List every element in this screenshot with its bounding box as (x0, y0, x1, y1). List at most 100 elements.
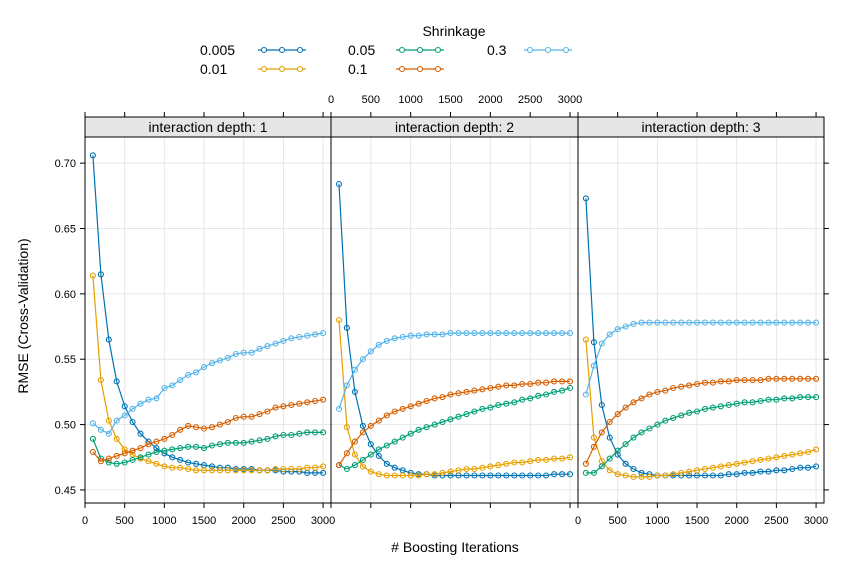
data-point (343, 450, 350, 457)
data-point (113, 452, 120, 459)
data-point (709, 379, 716, 386)
data-point (200, 425, 208, 432)
data-point (781, 319, 788, 326)
data-point (121, 403, 128, 410)
data-point (383, 442, 390, 449)
y-tick-label: 0.50 (55, 420, 76, 432)
data-point (805, 375, 812, 382)
data-point (614, 451, 621, 458)
data-point (511, 399, 518, 406)
data-point (280, 465, 287, 473)
series-line (585, 198, 817, 477)
data-point (519, 330, 526, 337)
data-point (622, 472, 629, 479)
data-point (813, 319, 820, 326)
data-point (391, 335, 398, 342)
data-point (113, 435, 120, 442)
legend: Shrinkage 0.005 0.01 0.05 0.1 0.3 (200, 23, 572, 77)
data-point (367, 468, 374, 475)
data-point (606, 467, 613, 474)
data-point (137, 400, 144, 407)
data-point (343, 424, 350, 431)
x-tick-label: 500 (362, 94, 380, 106)
y-axis-title: RMSE (Cross-Validation) (15, 238, 31, 393)
data-point (232, 414, 239, 422)
legend-label: 0.3 (487, 42, 507, 58)
panel-grid (330, 137, 578, 503)
data-point (813, 394, 820, 401)
data-point (208, 463, 216, 470)
data-point (312, 397, 319, 405)
x-tick-label: 2500 (271, 515, 295, 527)
data-point (487, 472, 494, 479)
data-point (765, 396, 772, 403)
data-point (495, 472, 502, 479)
data-point (527, 458, 534, 465)
data-point (105, 455, 112, 462)
legend-marker (398, 46, 406, 54)
x-tick-label: 1500 (192, 515, 216, 527)
panel-frame (330, 136, 579, 504)
data-point (367, 451, 374, 458)
data-point (89, 435, 96, 442)
data-point (264, 435, 271, 442)
data-point (765, 468, 772, 475)
data-point (582, 391, 589, 398)
data-point (590, 434, 597, 441)
data-point (582, 460, 589, 467)
legend-label: 0.01 (200, 61, 227, 77)
data-point (264, 343, 271, 350)
data-point (757, 377, 764, 384)
panel-2: interaction depth: 2 (330, 116, 579, 504)
data-point (678, 319, 685, 326)
data-point (741, 319, 748, 326)
x-tick-label: 3000 (311, 515, 335, 527)
data-point (161, 463, 168, 470)
data-point (813, 446, 820, 453)
data-point (670, 414, 677, 422)
data-point (757, 397, 764, 405)
data-point (781, 395, 788, 402)
data-point (805, 394, 812, 401)
data-point (145, 451, 152, 458)
data-point (248, 467, 255, 474)
data-point (765, 319, 772, 326)
series-line (338, 387, 571, 470)
data-point (224, 467, 231, 474)
data-point (757, 456, 764, 463)
data-point (725, 319, 732, 326)
data-point (638, 395, 645, 402)
x-tick-label: 1500 (685, 515, 709, 527)
data-point (662, 319, 669, 326)
data-point (471, 472, 478, 479)
data-point (216, 357, 223, 364)
panel-1: interaction depth: 1 (84, 116, 332, 504)
data-point (367, 348, 374, 355)
data-point (415, 426, 422, 433)
legend-marker (296, 65, 304, 73)
x-tick-label: 2500 (764, 515, 788, 527)
data-point (630, 320, 637, 327)
data-point (630, 473, 637, 480)
data-point (543, 379, 550, 386)
data-point (224, 439, 231, 446)
data-point (272, 340, 279, 347)
data-point (89, 448, 96, 456)
data-point (113, 378, 120, 385)
data-point (121, 412, 128, 419)
data-point (169, 464, 176, 471)
data-point (765, 375, 772, 382)
data-point (304, 464, 311, 471)
data-point (335, 405, 343, 412)
data-point (717, 463, 724, 470)
data-point (121, 446, 128, 453)
data-point (479, 386, 486, 393)
data-point (701, 319, 709, 326)
data-point (383, 337, 390, 344)
data-point (288, 431, 295, 439)
data-point (391, 464, 398, 471)
data-point (304, 399, 311, 406)
data-point (320, 330, 327, 337)
data-point (725, 401, 732, 409)
